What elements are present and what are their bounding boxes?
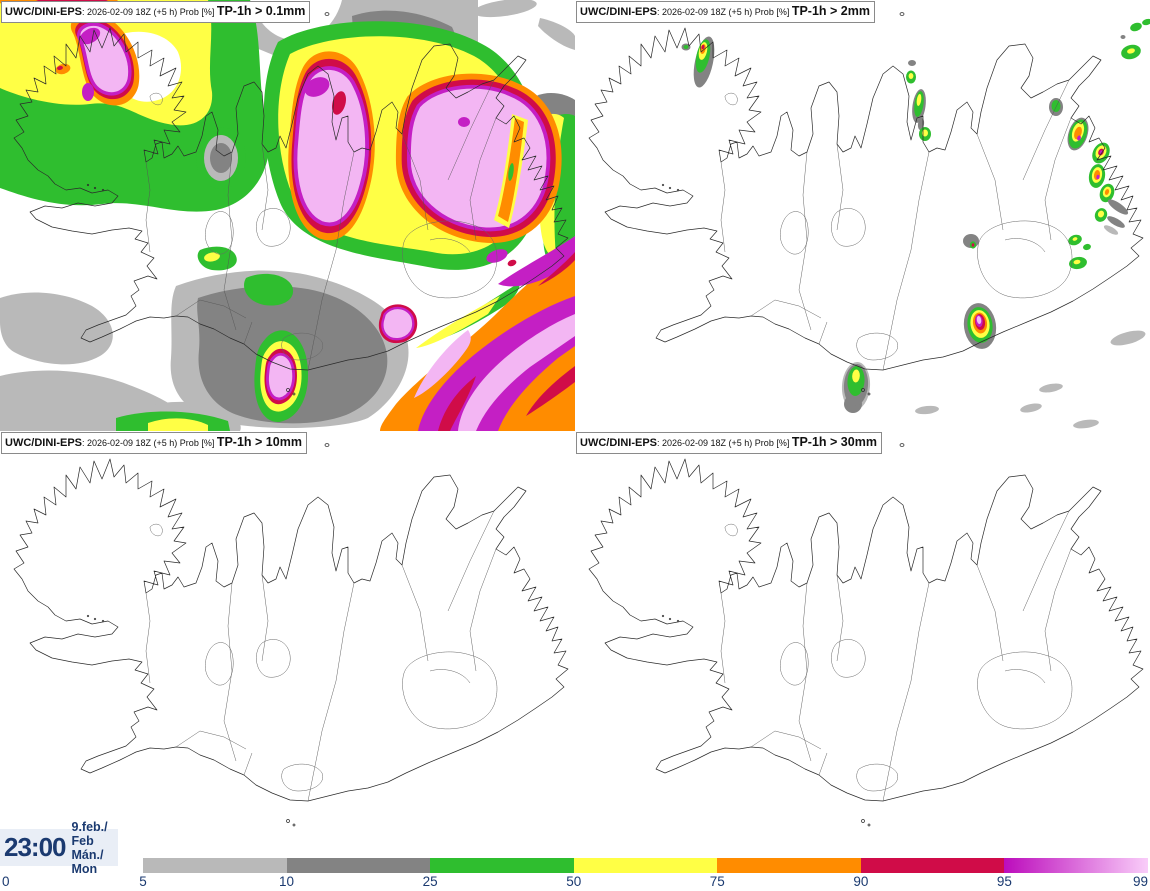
probability-field-0.1mm (0, 0, 575, 431)
run-meta: : 2026-02-09 18Z (+5 h) Prob [%] (82, 438, 217, 448)
panel-prob-gt-2mm: UWC/DINI-EPS: 2026-02-09 18Z (+5 h) Prob… (575, 0, 1150, 431)
legend-tick-50: 50 (566, 874, 582, 889)
legend-tick-labels: 0 5 10 25 50 75 90 95 99 (0, 874, 1150, 891)
legend-segment-0 (143, 858, 287, 873)
product-label: UWC/DINI-EPS (5, 6, 82, 18)
valid-date: 9.feb./ Feb (71, 819, 108, 848)
threshold-label: TP-1h > 30mm (791, 435, 877, 449)
legend-tick-0: 0 (2, 874, 10, 889)
legend-tick-5: 5 (139, 874, 147, 889)
legend-segment-3 (573, 858, 718, 873)
valid-time-box: 23:00 9.feb./ Feb Mán./ Mon (0, 820, 118, 876)
threshold-label: TP-1h > 10mm (216, 435, 302, 449)
product-label: UWC/DINI-EPS (5, 437, 82, 449)
legend-segment-6 (1004, 858, 1149, 873)
product-label: UWC/DINI-EPS (580, 437, 657, 449)
legend-segment-2 (430, 858, 574, 873)
valid-time: 23:00 (4, 832, 66, 862)
map-svg-0.1mm (0, 0, 575, 431)
threshold-label: TP-1h > 0.1mm (216, 4, 306, 18)
panel-prob-gt-0.1mm: UWC/DINI-EPS: 2026-02-09 18Z (+5 h) Prob… (0, 0, 575, 431)
run-meta: : 2026-02-09 18Z (+5 h) Prob [%] (82, 7, 217, 17)
map-svg-10mm (13, 443, 569, 827)
panel-title: UWC/DINI-EPS: 2026-02-09 18Z (+5 h) Prob… (576, 1, 875, 23)
legend-tick-95: 95 (996, 874, 1012, 889)
threshold-label: TP-1h > 2mm (791, 4, 870, 18)
map-svg-30mm (588, 443, 1144, 827)
valid-date-block: 9.feb./ Feb Mán./ Mon (72, 820, 119, 876)
legend-tick-75: 75 (709, 874, 725, 889)
probability-field-2mm (681, 18, 1150, 429)
run-meta: : 2026-02-09 18Z (+5 h) Prob [%] (657, 7, 792, 17)
panel-title: UWC/DINI-EPS: 2026-02-09 18Z (+5 h) Prob… (576, 432, 882, 454)
panel-title: UWC/DINI-EPS: 2026-02-09 18Z (+5 h) Prob… (1, 1, 311, 23)
map-svg-2mm (588, 12, 1150, 429)
legend-segment-4 (717, 858, 861, 873)
legend-colorbar (143, 858, 1149, 873)
legend-tick-99: 99 (1132, 874, 1148, 889)
panel-prob-gt-10mm: UWC/DINI-EPS: 2026-02-09 18Z (+5 h) Prob… (0, 431, 575, 862)
probability-legend: 0 5 10 25 50 75 90 95 99 (0, 858, 1150, 891)
legend-tick-10: 10 (279, 874, 295, 889)
product-label: UWC/DINI-EPS (580, 6, 657, 18)
panel-prob-gt-30mm: UWC/DINI-EPS: 2026-02-09 18Z (+5 h) Prob… (575, 431, 1150, 862)
legend-tick-90: 90 (853, 874, 869, 889)
run-meta: : 2026-02-09 18Z (+5 h) Prob [%] (657, 438, 792, 448)
valid-day: Mán./ Mon (71, 847, 104, 876)
panel-title: UWC/DINI-EPS: 2026-02-09 18Z (+5 h) Prob… (1, 432, 307, 454)
legend-segment-5 (860, 858, 1005, 873)
legend-segment-1 (286, 858, 431, 873)
legend-tick-25: 25 (422, 874, 438, 889)
